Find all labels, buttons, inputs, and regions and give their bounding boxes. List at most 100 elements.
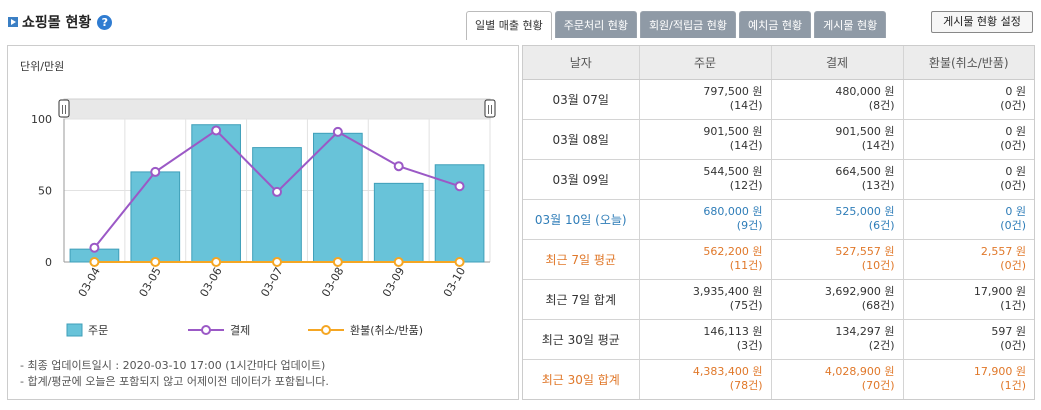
refund-count: (0건): [1000, 139, 1026, 152]
x-tick-label: 03-04: [76, 265, 103, 299]
sales-chart: || || 03-04 03-05 03-06 03-07 03-08 03-09 03-10…: [31, 98, 496, 299]
range-handle-right-box: [484, 99, 496, 118]
help-icon[interactable]: ?: [97, 14, 113, 30]
cell-payment: 901,500 원 (14건): [771, 119, 904, 160]
legend-item-refund: 환불(취소/반품): [306, 322, 423, 338]
cell-order: 3,935,400 원 (75건): [639, 279, 772, 320]
payment-count: (8건): [868, 99, 895, 112]
point-payment[interactable]: [393, 161, 404, 172]
cell-order: 797,500 원 (14건): [639, 79, 772, 120]
x-tick-label: 03-08: [319, 265, 346, 299]
refund-amount: 0 원: [1005, 205, 1026, 218]
point-payment[interactable]: [332, 126, 343, 137]
point-refund[interactable]: [89, 257, 100, 267]
legend-label-order: 주문: [88, 324, 109, 337]
order-amount: 797,500 원: [703, 85, 763, 98]
table-row: 최근 30일 평균 146,113 원 (3건) 134,297 원 (2건) 597 원…: [523, 319, 1034, 360]
tab-member-points[interactable]: 회원/적립금 현황: [639, 11, 736, 38]
range-handle-left-grip-icon: ||: [61, 105, 67, 115]
y-tick-label: 50: [38, 185, 52, 198]
refund-count: (1건): [1000, 299, 1026, 312]
header-order: 주문: [639, 46, 772, 80]
payment-count: (14건): [861, 139, 895, 152]
payment-amount: 527,557 원: [835, 245, 895, 258]
order-count: (9건): [736, 219, 763, 232]
bar-order[interactable]: [252, 147, 302, 263]
sales-table-panel: 날자 주문 결제 환불(취소/반품) 03월 07일 797,500 원 (14건)…: [522, 45, 1035, 400]
x-tick-label: 03-05: [137, 265, 164, 299]
refund-count: (0건): [1000, 339, 1026, 352]
point-refund[interactable]: [150, 257, 161, 267]
chart-unit-label: 단위/만원: [20, 60, 65, 73]
payment-amount: 4,028,900 원: [824, 365, 895, 379]
cell-order: 4,383,400 원 (78건): [639, 359, 772, 399]
order-count: (14건): [729, 139, 763, 152]
point-refund[interactable]: [393, 257, 404, 267]
table-row: 최근 30일 합계 4,383,400 원 (78건) 4,028,900 원 (70건…: [523, 359, 1034, 399]
point-payment[interactable]: [454, 181, 465, 192]
cell-payment: 525,000 원 (6건): [771, 199, 904, 240]
bar-order[interactable]: [130, 171, 181, 263]
point-payment[interactable]: [150, 166, 161, 177]
point-refund[interactable]: [332, 257, 343, 267]
payment-count: (70건): [861, 379, 895, 393]
point-payment[interactable]: [89, 242, 100, 253]
sales-table: 날자 주문 결제 환불(취소/반품) 03월 07일 797,500 원 (14건)…: [523, 46, 1034, 399]
range-handle-left-box: [58, 99, 70, 118]
refund-amount: 17,900 원: [973, 285, 1026, 298]
cell-date: 03월 09일: [523, 159, 640, 200]
cell-payment: 134,297 원 (2건): [771, 319, 904, 360]
legend-item-order: 주문: [66, 322, 108, 338]
tab-deposit[interactable]: 예치금 현황: [738, 11, 812, 38]
cell-date: 최근 30일 합계: [523, 359, 640, 399]
bar-order[interactable]: [191, 124, 241, 263]
bar-order[interactable]: [434, 164, 485, 263]
cell-date: 최근 30일 평균: [523, 319, 640, 360]
range-handle-right[interactable]: ||: [484, 99, 496, 118]
cell-date: 최근 7일 평균: [523, 239, 640, 280]
order-amount: 4,383,400 원: [692, 365, 763, 379]
cell-payment: 527,557 원 (10건): [771, 239, 904, 280]
table-row: 03월 07일 797,500 원 (14건) 480,000 원 (8건) 0 원 (0건…: [523, 79, 1034, 120]
header-refund: 환불(취소/반품): [903, 46, 1034, 80]
cell-refund: 2,557 원 (0건): [903, 239, 1034, 280]
point-refund[interactable]: [454, 257, 465, 267]
table-row: 03월 10일 (오늘) 680,000 원 (9건) 525,000 원 (6건) 0 …: [523, 199, 1034, 240]
legend-label-refund: 환불(취소/반품): [350, 324, 424, 337]
refund-count: (0건): [1000, 179, 1026, 192]
cell-order: 901,500 원 (14건): [639, 119, 772, 160]
range-track[interactable]: [63, 98, 491, 120]
cell-order: 544,500 원 (12건): [639, 159, 772, 200]
legend-label-payment: 결제: [230, 324, 251, 337]
cell-refund: 17,900 원 (1건): [903, 279, 1034, 320]
bar-order[interactable]: [313, 132, 363, 263]
refund-count: (0건): [1000, 219, 1026, 232]
point-refund[interactable]: [211, 257, 222, 267]
order-count: (3건): [736, 339, 763, 352]
point-refund[interactable]: [272, 257, 282, 267]
chart-legend: 주문 결제 환불(취소/반품): [66, 322, 506, 338]
table-row: 최근 7일 합계 3,935,400 원 (75건) 3,692,900 원 (68건)…: [523, 279, 1034, 320]
cell-refund: 17,900 원 (1건): [903, 359, 1034, 399]
tab-daily-sales[interactable]: 일별 매출 현황: [466, 11, 552, 40]
bar-order[interactable]: [373, 182, 424, 263]
table-header-row: 날자 주문 결제 환불(취소/반품): [523, 46, 1034, 80]
point-payment[interactable]: [211, 125, 222, 136]
chart-notes: - 최종 업데이트일시 : 2020-03-10 17:00 (1시간마다 업데…: [20, 358, 329, 390]
table-row: 03월 09일 544,500 원 (12건) 664,500 원 (13건) 0 원 (0…: [523, 159, 1034, 200]
status-setting-button[interactable]: 게시물 현황 설정: [931, 11, 1033, 33]
point-payment[interactable]: [272, 186, 282, 197]
range-handle-left[interactable]: ||: [58, 99, 70, 118]
order-amount: 562,200 원: [703, 245, 763, 258]
payment-count: (13건): [861, 179, 895, 192]
page-title: 쇼핑몰 현황: [22, 15, 92, 31]
payment-amount: 480,000 원: [835, 85, 895, 98]
refund-count: (0건): [1000, 99, 1026, 112]
refund-count: (0건): [1000, 259, 1026, 272]
tab-posts[interactable]: 게시물 현황: [814, 11, 887, 38]
order-amount: 901,500 원: [703, 125, 763, 138]
order-count: (12건): [729, 179, 763, 192]
cell-order: 562,200 원 (11건): [639, 239, 772, 280]
cell-payment: 480,000 원 (8건): [771, 79, 904, 120]
tab-order-processing[interactable]: 주문처리 현황: [554, 11, 637, 38]
